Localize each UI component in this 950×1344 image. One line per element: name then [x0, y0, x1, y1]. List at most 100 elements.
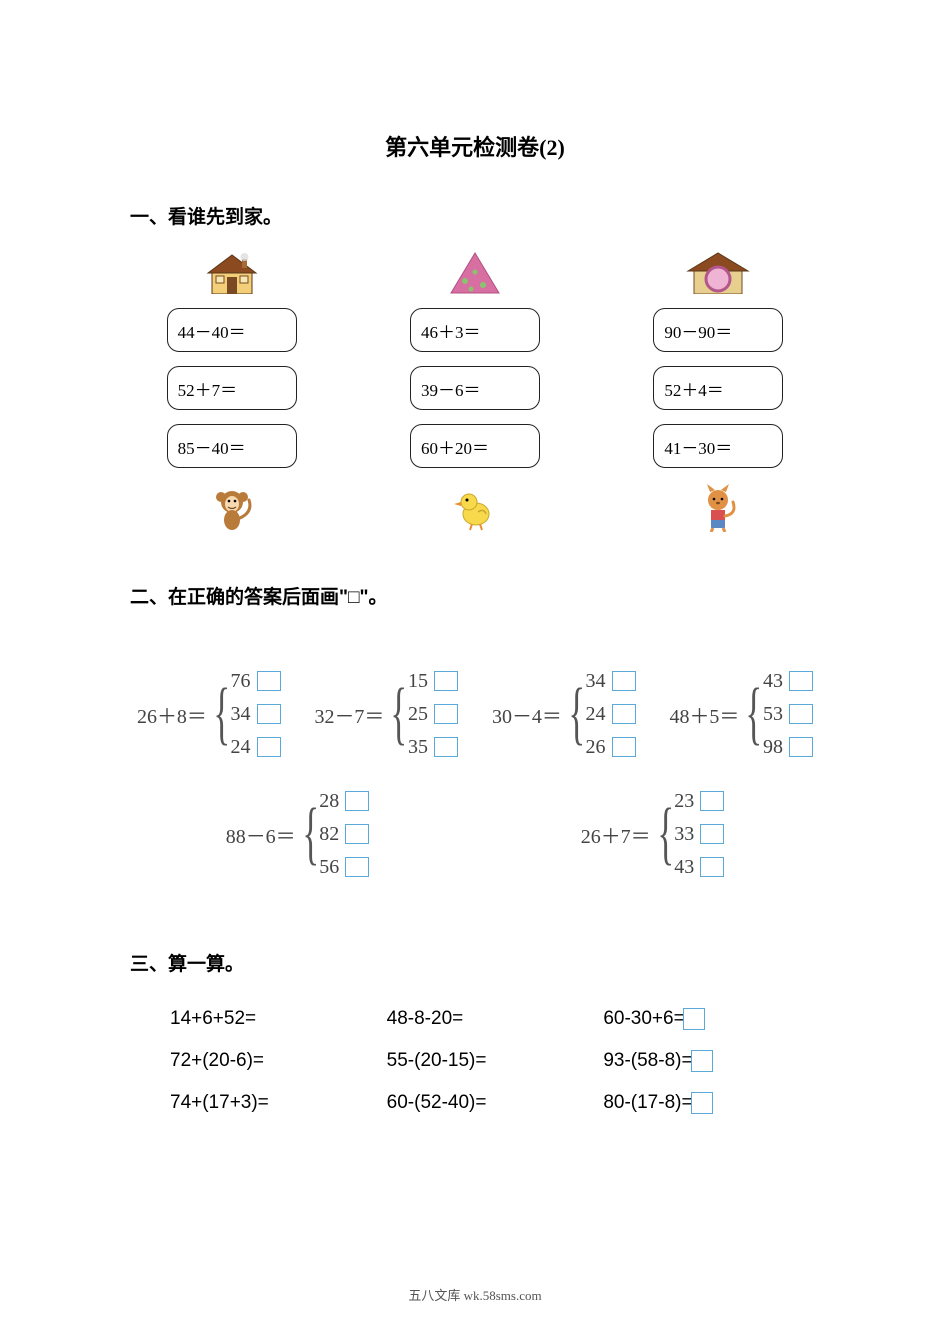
expression-text: 80-(17-8)=: [603, 1092, 692, 1114]
section3-heading: 三、算一算。: [130, 949, 820, 976]
page-title: 第六单元检测卷(2): [130, 130, 820, 162]
problem-expression: 48＋5＝: [669, 700, 739, 729]
answer-checkbox[interactable]: [612, 737, 636, 757]
monkey-icon: [207, 482, 257, 532]
calc-expression[interactable]: 48-8-20=: [387, 1008, 564, 1030]
answer-checkbox[interactable]: [434, 704, 458, 724]
option-value: 76: [231, 670, 251, 693]
choice-problem: 26＋7＝{23 33 43: [581, 789, 725, 879]
left-brace-icon: {: [568, 669, 585, 759]
option-row: 53: [763, 703, 813, 726]
option-value: 28: [319, 790, 339, 813]
choice-problem: 26＋8＝{763424: [137, 669, 281, 759]
option-row: 43: [674, 856, 724, 879]
answer-checkbox[interactable]: [434, 737, 458, 757]
expression-text: 60-30+6=: [603, 1008, 684, 1030]
choice-problem: 32－7＝{152535: [314, 669, 458, 759]
options-list: 152535: [408, 670, 458, 759]
equation-box[interactable]: 46＋3＝: [410, 308, 540, 352]
answer-checkbox[interactable]: [789, 704, 813, 724]
option-value: 26: [586, 736, 606, 759]
section2-heading: 二、在正确的答案后面画"□"。: [130, 582, 820, 609]
option-row: 98: [763, 736, 813, 759]
problem-expression: 32－7＝: [314, 700, 384, 729]
calc-expression[interactable]: 93-(58-8)=: [603, 1050, 780, 1072]
option-row: 23: [674, 790, 724, 813]
option-row: 76: [231, 670, 281, 693]
option-value: 98: [763, 736, 783, 759]
choice-problem: 88－6＝{288256: [226, 789, 370, 879]
answer-checkbox[interactable]: [789, 671, 813, 691]
calc-expression[interactable]: 55-(20-15)=: [387, 1050, 564, 1072]
answer-checkbox[interactable]: [612, 704, 636, 724]
option-value: 34: [231, 703, 251, 726]
section1-column: 44－40＝ 52＋7＝ 85－40＝: [167, 249, 297, 532]
answer-box[interactable]: [691, 1092, 713, 1114]
option-value: 23: [674, 790, 694, 813]
calc-expression[interactable]: 60-30+6=: [603, 1008, 780, 1030]
expression-text: 93-(58-8)=: [603, 1050, 692, 1072]
equation-box[interactable]: 60＋20＝: [410, 424, 540, 468]
equation-box[interactable]: 39－6＝: [410, 366, 540, 410]
house2-icon: [680, 249, 756, 294]
equation-box[interactable]: 44－40＝: [167, 308, 297, 352]
option-row: 34: [586, 670, 636, 693]
answer-box[interactable]: [691, 1050, 713, 1072]
left-brace-icon: {: [657, 789, 674, 879]
equation-box[interactable]: 52＋4＝: [653, 366, 783, 410]
answer-checkbox[interactable]: [257, 737, 281, 757]
answer-checkbox[interactable]: [700, 857, 724, 877]
answer-checkbox[interactable]: [789, 737, 813, 757]
option-row: 28: [319, 790, 369, 813]
option-row: 33: [674, 823, 724, 846]
option-row: 35: [408, 736, 458, 759]
option-value: 34: [586, 670, 606, 693]
expression-text: 14+6+52=: [170, 1008, 256, 1030]
problem-expression: 26＋8＝: [137, 700, 207, 729]
option-row: 34: [231, 703, 281, 726]
calc-expression[interactable]: 80-(17-8)=: [603, 1092, 780, 1114]
section1-column: 46＋3＝ 39－6＝ 60＋20＝: [410, 249, 540, 532]
option-value: 43: [763, 670, 783, 693]
option-value: 24: [586, 703, 606, 726]
expression-text: 48-8-20=: [387, 1008, 464, 1030]
options-list: 28 82 56: [319, 790, 369, 879]
calc-expression[interactable]: 14+6+52=: [170, 1008, 347, 1030]
answer-checkbox[interactable]: [345, 791, 369, 811]
answer-checkbox[interactable]: [700, 824, 724, 844]
answer-checkbox[interactable]: [257, 704, 281, 724]
answer-box[interactable]: [683, 1008, 705, 1030]
expression-text: 72+(20-6)=: [170, 1050, 264, 1072]
problem-expression: 26＋7＝: [581, 820, 651, 849]
equation-box[interactable]: 90－90＝: [653, 308, 783, 352]
calc-expression[interactable]: 72+(20-6)=: [170, 1050, 347, 1072]
answer-checkbox[interactable]: [257, 671, 281, 691]
option-value: 24: [231, 736, 251, 759]
option-value: 35: [408, 736, 428, 759]
answer-checkbox[interactable]: [612, 671, 636, 691]
answer-checkbox[interactable]: [345, 857, 369, 877]
equation-box[interactable]: 41－30＝: [653, 424, 783, 468]
equation-box[interactable]: 85－40＝: [167, 424, 297, 468]
answer-checkbox[interactable]: [700, 791, 724, 811]
answer-checkbox[interactable]: [345, 824, 369, 844]
section3-grid: 14+6+52= 48-8-20= 60-30+6= 72+(20-6)= 55-(20…: [130, 996, 820, 1114]
option-row: 43: [763, 670, 813, 693]
section2-problems: 26＋8＝{76342432－7＝{15253530－4＝{34242648＋5…: [130, 629, 820, 949]
brace-group: {288256: [298, 789, 370, 879]
option-value: 53: [763, 703, 783, 726]
section1-heading: 一、看谁先到家。: [130, 202, 820, 229]
option-row: 25: [408, 703, 458, 726]
left-brace-icon: {: [391, 669, 408, 759]
option-row: 24: [586, 703, 636, 726]
option-row: 82: [319, 823, 369, 846]
brace-group: {763424: [209, 669, 281, 759]
answer-checkbox[interactable]: [434, 671, 458, 691]
option-value: 25: [408, 703, 428, 726]
equation-box[interactable]: 52＋7＝: [167, 366, 297, 410]
problem-expression: 30－4＝: [492, 700, 562, 729]
option-row: 56: [319, 856, 369, 879]
calc-expression[interactable]: 74+(17+3)=: [170, 1092, 347, 1114]
section1-column: 90－90＝ 52＋4＝ 41－30＝: [653, 249, 783, 532]
calc-expression[interactable]: 60-(52-40)=: [387, 1092, 564, 1114]
